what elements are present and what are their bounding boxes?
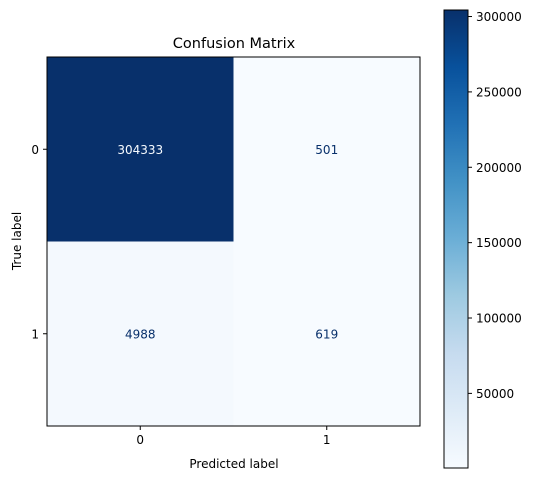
chart-title: Confusion Matrix (173, 36, 296, 52)
x-tick-label: 1 (323, 433, 331, 447)
matrix-cell-0-0 (47, 57, 234, 242)
y-tick-label: 0 (31, 143, 39, 157)
cell-value-label: 501 (315, 143, 338, 157)
cell-value-label: 619 (315, 327, 338, 341)
matrix-cells (47, 57, 420, 426)
y-tick-label: 1 (31, 327, 39, 341)
colorbar-tick-label: 250000 (476, 85, 522, 99)
matrix-cell-1-0 (47, 241, 234, 426)
colorbar-ticks: 50000 100000 150000 200000 250000 300000 (468, 10, 522, 401)
colorbar-tick-label: 200000 (476, 161, 522, 175)
y-axis-label: True label (10, 212, 24, 271)
cell-value-label: 4988 (125, 327, 156, 341)
cell-value-label: 304333 (117, 143, 163, 157)
x-tick-label: 0 (136, 433, 144, 447)
colorbar-tick-label: 50000 (476, 387, 514, 401)
matrix-cell-labels: 304333 501 4988 619 (117, 143, 338, 342)
colorbar-tick-label: 100000 (476, 312, 522, 326)
colorbar (443, 9, 469, 469)
y-axis-ticks: 01 (31, 143, 47, 341)
colorbar-tick-label: 300000 (476, 10, 522, 24)
matrix-cell-0-1 (233, 57, 420, 242)
matrix-cell-1-1 (233, 241, 420, 426)
x-axis-label: Predicted label (189, 457, 278, 471)
colorbar-tick-label: 150000 (476, 236, 522, 250)
plot-frame (46, 56, 421, 427)
